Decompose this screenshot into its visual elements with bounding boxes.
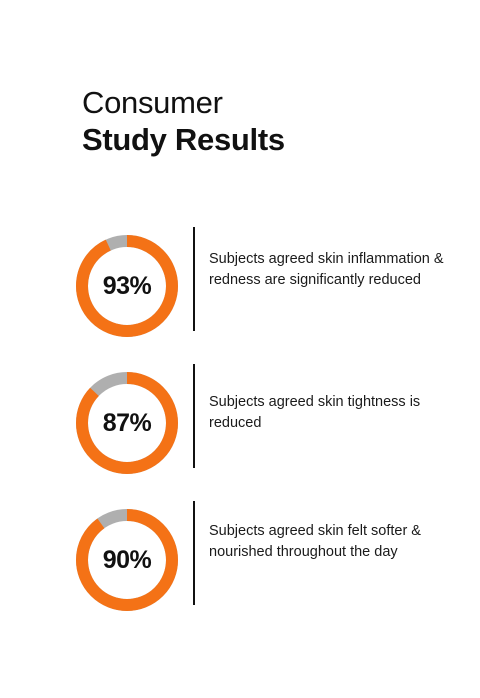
page-title: Consumer Study Results [82, 84, 285, 158]
percentage-label: 93% [102, 271, 152, 300]
donut-value-arc [76, 372, 178, 474]
percentage-label: 87% [102, 408, 152, 437]
vertical-divider [193, 227, 195, 331]
donut-ring-1 [76, 235, 178, 337]
donut-ring-3 [76, 509, 178, 611]
donut-value-arc [76, 509, 178, 611]
vertical-divider [193, 364, 195, 468]
title-line-2: Study Results [82, 122, 285, 158]
stat-description: Subjects agreed skin tightness is reduce… [209, 394, 421, 431]
stat-description: Subjects agreed skin inflammation & redn… [209, 251, 444, 288]
donut-ring-2 [76, 372, 178, 474]
donut-value-arc [76, 235, 178, 337]
donut-chart-3: 90% [74, 507, 180, 613]
donut-chart-1: 93% [74, 233, 180, 339]
stat-item-1: 93% Subjects agreed skin inflammation & … [0, 227, 480, 343]
stat-item-3: 90% Subjects agreed skin felt softer & n… [0, 501, 480, 617]
stat-item-2: 87% Subjects agreed skin tightness is re… [0, 364, 480, 480]
donut-chart-2: 87% [74, 370, 180, 476]
percentage-label: 90% [102, 545, 152, 574]
stat-description: Subjects agreed skin felt softer & nouri… [209, 523, 421, 560]
title-line-1: Consumer [82, 85, 223, 120]
vertical-divider [193, 501, 195, 605]
